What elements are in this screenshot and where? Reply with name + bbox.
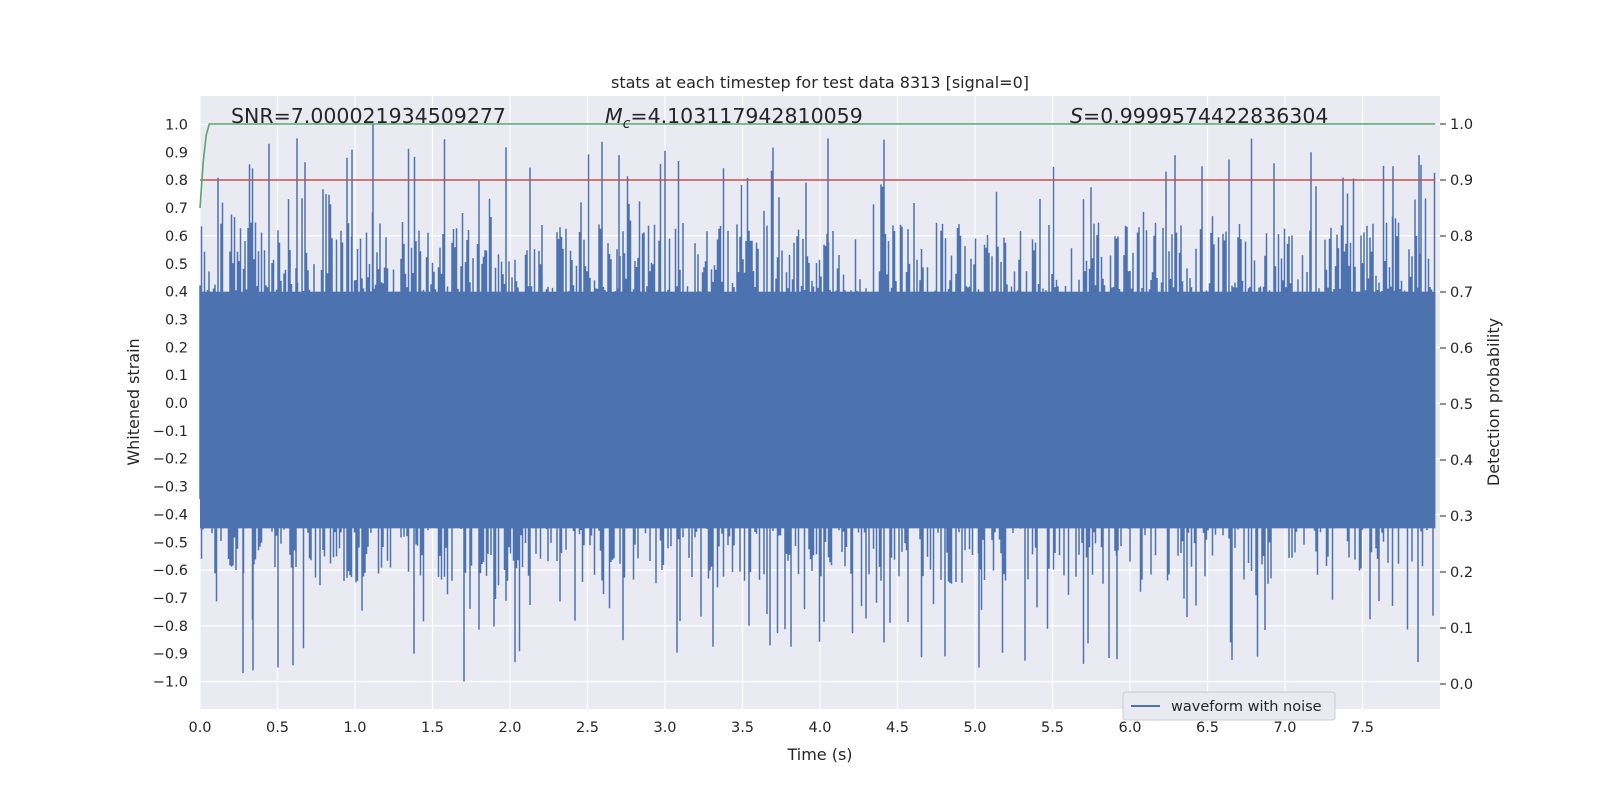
y-tick-label: 0.3 bbox=[165, 312, 188, 328]
y2-axis-ticks: 1.0 0.9 0.8 0.7 0.6 0.5 0.4 0.3 0.2 0.1 0.0 bbox=[1440, 117, 1473, 693]
x-tick-label: 7.0 bbox=[1273, 720, 1296, 736]
legend-box bbox=[1122, 691, 1336, 721]
y2-tick-label: 0.2 bbox=[1450, 565, 1473, 581]
y2-tick-label: 1.0 bbox=[1450, 117, 1473, 133]
x-tick-label: 7.5 bbox=[1351, 720, 1374, 736]
y2-tick-label: 0.6 bbox=[1450, 341, 1473, 357]
x-tick-label: 6.0 bbox=[1118, 720, 1141, 736]
x-tick-label: 5.0 bbox=[963, 720, 986, 736]
y2-tick-label: 0.0 bbox=[1450, 677, 1473, 693]
chirp-mass-subscript: c bbox=[623, 116, 631, 132]
legend-label-waveform: waveform with noise bbox=[1171, 699, 1322, 715]
x-tick-label: 4.0 bbox=[808, 720, 831, 736]
y-tick-label: −0.5 bbox=[153, 535, 188, 551]
chirp-mass-symbol: M bbox=[605, 104, 623, 128]
y2-tick-label: 0.9 bbox=[1450, 173, 1473, 189]
x-tick-label: 5.5 bbox=[1041, 720, 1064, 736]
waveform-line bbox=[199, 124, 1436, 682]
y-tick-label: 0.2 bbox=[165, 340, 188, 356]
y-tick-label: 0.4 bbox=[165, 285, 188, 301]
x-tick-label: 1.5 bbox=[421, 720, 444, 736]
x-tick-label: 0.5 bbox=[266, 720, 289, 736]
s-symbol: S bbox=[1070, 104, 1083, 128]
x-tick-label: 0.0 bbox=[188, 720, 211, 736]
y2-tick-label: 0.8 bbox=[1450, 229, 1473, 245]
y-tick-label: 0.1 bbox=[165, 368, 188, 384]
x-tick-label: 2.0 bbox=[498, 720, 521, 736]
x-tick-label: 3.0 bbox=[653, 720, 676, 736]
x-axis-ticks: 0.0 0.5 1.0 1.5 2.0 2.5 3.0 3.5 4.0 4.5 5.0 5.5 6.0 6… bbox=[188, 720, 1374, 736]
x-tick-label: 4.5 bbox=[886, 720, 909, 736]
plot-data bbox=[199, 123, 1436, 682]
y-tick-label: 0.8 bbox=[165, 173, 188, 189]
y-axis-label: Whitened strain bbox=[124, 338, 143, 465]
legend: waveform with noise bbox=[1122, 691, 1336, 721]
y2-tick-label: 0.1 bbox=[1450, 621, 1473, 637]
y-tick-label: −0.1 bbox=[153, 424, 188, 440]
y-axis-ticks: 1.0 0.9 0.8 0.7 0.6 0.5 0.4 0.3 0.2 0.1 0.0 −0.1 −0.… bbox=[153, 118, 188, 691]
y-tick-label: −0.4 bbox=[153, 507, 188, 523]
probability-line bbox=[199, 123, 1436, 209]
x-tick-label: 6.5 bbox=[1196, 720, 1219, 736]
y-tick-label: 0.0 bbox=[165, 396, 188, 412]
s-annotation: S=0.9999574422836304 bbox=[1070, 104, 1328, 128]
y-tick-label: −0.7 bbox=[153, 591, 188, 607]
x-axis-label: Time (s) bbox=[786, 745, 852, 764]
chart-title: stats at each timestep for test data 831… bbox=[611, 73, 1029, 92]
chirp-mass-value: =4.103117942810059 bbox=[630, 104, 862, 128]
y2-tick-label: 0.4 bbox=[1450, 453, 1473, 469]
y-tick-label: 1.0 bbox=[165, 118, 188, 134]
y2-tick-label: 0.7 bbox=[1450, 285, 1473, 301]
y2-axis-label: Detection probability bbox=[1484, 318, 1503, 486]
y-tick-label: 0.7 bbox=[165, 201, 188, 217]
snr-annotation: SNR=7.000021934509277 bbox=[231, 104, 506, 128]
y-tick-label: −0.3 bbox=[153, 480, 188, 496]
chirp-mass-annotation: Mc=4.103117942810059 bbox=[605, 104, 863, 132]
x-tick-label: 2.5 bbox=[576, 720, 599, 736]
y-tick-label: 0.5 bbox=[165, 257, 188, 273]
y-tick-label: −0.6 bbox=[153, 563, 188, 579]
y-tick-label: 0.6 bbox=[165, 229, 188, 245]
y2-tick-label: 0.5 bbox=[1450, 397, 1473, 413]
s-value: =0.9999574422836304 bbox=[1083, 104, 1328, 128]
y2-tick-label: 0.3 bbox=[1450, 509, 1473, 525]
x-tick-label: 3.5 bbox=[731, 720, 754, 736]
y-tick-label: 0.9 bbox=[165, 145, 188, 161]
x-tick-label: 1.0 bbox=[343, 720, 366, 736]
y-tick-label: −0.9 bbox=[153, 647, 188, 663]
y-tick-label: −1.0 bbox=[153, 675, 188, 691]
y-tick-label: −0.2 bbox=[153, 452, 188, 468]
y-tick-label: −0.8 bbox=[153, 619, 188, 635]
